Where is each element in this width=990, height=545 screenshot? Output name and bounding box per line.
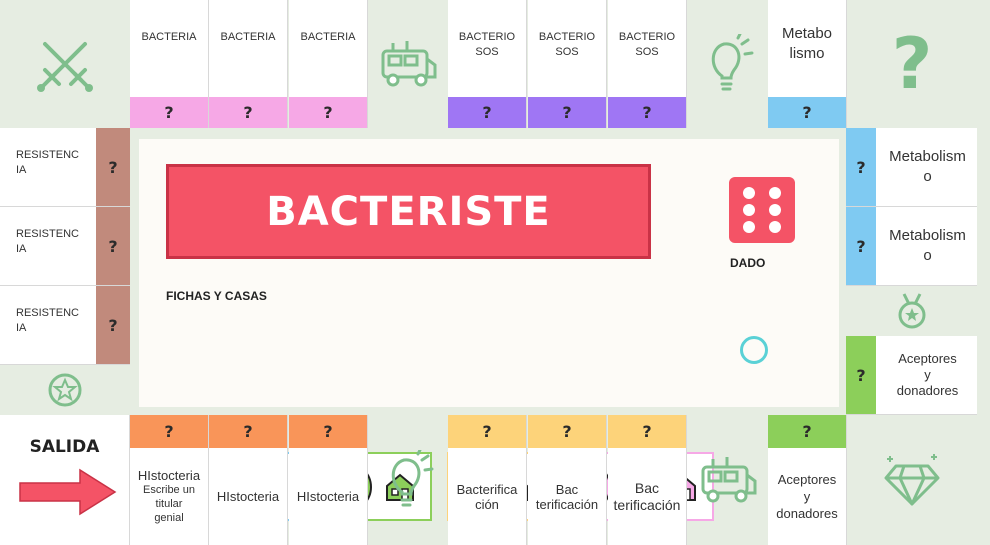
dice-six-icon (743, 187, 781, 233)
question-band: ? (608, 97, 686, 128)
board-cell-metabolismo-top[interactable]: Metabo lismo ? (768, 0, 847, 128)
cell-label: Bac terificación (535, 481, 599, 512)
cell-label: Metabo lismo (781, 25, 833, 62)
cell-label: Aceptores y donadores (776, 472, 838, 521)
cell-label: Bacterifica ción (456, 481, 518, 512)
lightbulb-icon (711, 34, 754, 91)
cell-label: Bac terificación (613, 479, 681, 513)
question-band: ? (768, 97, 846, 128)
medal-cell (846, 286, 977, 336)
cell-label: BACTERIA (141, 31, 197, 43)
question-band: ? (289, 97, 367, 128)
cell-label: BACTERIA (220, 31, 276, 43)
cell-label: RESISTENC IA (16, 149, 79, 176)
star-badge-cell (0, 366, 130, 414)
board-cell-bacteriosos-3[interactable]: BACTERIO SOS ? (608, 0, 687, 128)
lightbulb-icon (391, 450, 434, 507)
cell-label: HIstocteria (137, 468, 201, 483)
question-band: ? (130, 415, 208, 448)
lightbulb-cell-bottom (368, 415, 448, 545)
dice-label: DADO (730, 256, 766, 270)
board-cell-histocteria-3[interactable]: ? HIstocteria (289, 415, 368, 545)
truck-icon (701, 457, 757, 503)
star-badge-icon (48, 373, 82, 407)
cell-subtitle: Escribe un titular genial (143, 484, 195, 524)
question-band: ? (846, 336, 876, 414)
start-label: SALIDA (29, 437, 100, 457)
question-band: ? (96, 207, 130, 285)
start-cell[interactable]: SALIDA (0, 415, 130, 545)
corner-question-cell: ? (847, 0, 977, 128)
corner-diamond-cell (847, 415, 977, 545)
question-band: ? (528, 415, 606, 448)
board-cell-bacterificacion-3[interactable]: ? Bac terificación (608, 415, 687, 545)
question-band: ? (130, 97, 208, 128)
question-band: ? (96, 286, 130, 364)
game-title: BACTERISTE (266, 188, 551, 235)
question-band: ? (846, 207, 876, 285)
corner-swords-cell (0, 0, 130, 128)
cell-label: RESISTENC IA (16, 307, 79, 334)
cell-label: HIstocteria (296, 489, 360, 504)
cell-label: Metabolism o (889, 148, 966, 185)
arrow-right-icon (19, 468, 117, 516)
cell-label: BACTERIA (300, 31, 356, 43)
crossed-swords-icon (37, 42, 93, 92)
board-center-panel: BACTERISTE DADO FICHAS Y CASAS (139, 139, 839, 521)
board-cell-bacteria-1[interactable]: BACTERIA ? (130, 0, 209, 128)
board-cell-resistencia-1[interactable]: RESISTENC IA ? (0, 128, 130, 207)
question-band: ? (289, 415, 367, 448)
truck-cell-bottom (688, 415, 768, 545)
truck-icon (381, 41, 437, 87)
cell-label: HIstocteria (216, 489, 280, 504)
question-band: ? (96, 128, 130, 206)
cell-label: BACTERIO SOS (618, 31, 676, 58)
board-cell-histocteria-2[interactable]: ? HIstocteria (209, 415, 288, 545)
question-band: ? (448, 97, 526, 128)
question-band: ? (528, 97, 606, 128)
cell-label: Aceptores y donadores (896, 351, 959, 398)
board-cell-metabolismo-right-2[interactable]: ? Metabolism o (846, 207, 977, 286)
truck-cell (368, 0, 448, 128)
board-cell-metabolismo-right-1[interactable]: ? Metabolism o (846, 128, 977, 207)
question-band: ? (448, 415, 526, 448)
dice-button[interactable] (729, 177, 795, 243)
medal-icon (898, 293, 925, 329)
question-band: ? (209, 97, 287, 128)
question-band: ? (608, 415, 686, 448)
lightbulb-cell-top (688, 0, 768, 128)
board-cell-aceptores-right[interactable]: ? Aceptores y donadores (846, 336, 977, 415)
big-question-icon: ? (891, 23, 933, 105)
board-cell-bacterificacion-2[interactable]: ? Bac terificación (528, 415, 607, 545)
cell-label: RESISTENC IA (16, 228, 79, 255)
board-cell-aceptores-bottom[interactable]: ? Aceptores y donadores (768, 415, 847, 545)
question-band: ? (846, 128, 876, 206)
board-cell-bacterificacion-1[interactable]: ? Bacterifica ción (448, 415, 527, 545)
board-cell-bacteriosos-1[interactable]: BACTERIO SOS ? (448, 0, 527, 128)
cell-label: BACTERIO SOS (538, 31, 596, 58)
cell-label: BACTERIO SOS (458, 31, 516, 58)
board-cell-resistencia-2[interactable]: RESISTENC IA ? (0, 207, 130, 286)
question-band: ? (768, 415, 846, 448)
board-cell-bacteria-2[interactable]: BACTERIA ? (209, 0, 288, 128)
board-cell-resistencia-3[interactable]: RESISTENC IA ? (0, 286, 130, 365)
board-cell-histocteria-1[interactable]: ? HIstocteria Escribe un titular genial (130, 415, 209, 545)
board-cell-bacteriosos-2[interactable]: BACTERIO SOS ? (528, 0, 607, 128)
pieces-label: FICHAS Y CASAS (166, 289, 267, 303)
empty-token-circle[interactable] (740, 336, 768, 364)
cell-label: Metabolism o (889, 227, 966, 264)
question-band: ? (209, 415, 287, 448)
title-banner: BACTERISTE (166, 164, 651, 259)
diamond-icon (884, 454, 940, 506)
board-cell-bacteria-3[interactable]: BACTERIA ? (289, 0, 368, 128)
